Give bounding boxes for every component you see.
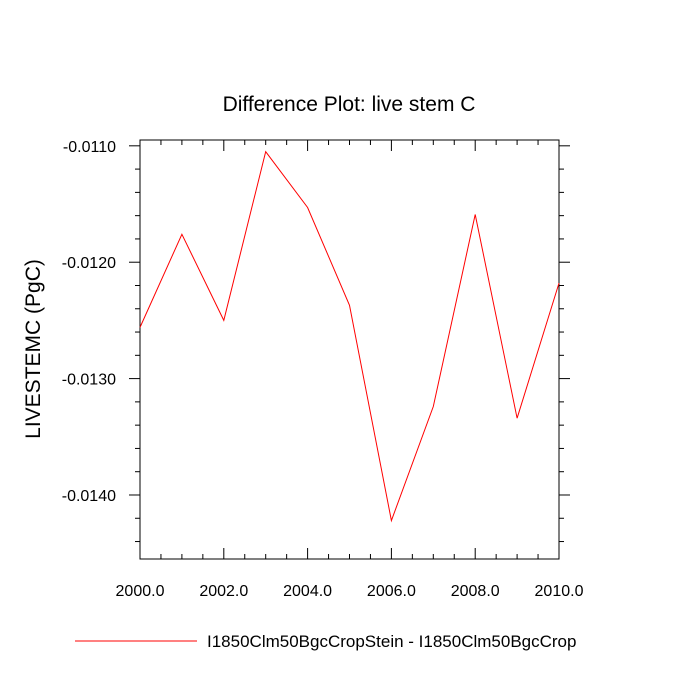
x-tick-label: 2000.0	[116, 583, 165, 600]
y-tick-label: -0.0120	[62, 255, 116, 272]
y-axis: -0.0110 -0.0120 -0.0130 -0.0140	[62, 139, 570, 543]
series-layer	[139, 150, 560, 523]
legend: I1850Clm50BgcCropStein - I1850Clm50BgcCr…	[75, 632, 576, 651]
y-tick-label: -0.0130	[62, 372, 116, 389]
y-tick-label: -0.0110	[63, 139, 116, 156]
x-tick-label: 2004.0	[283, 583, 332, 600]
y-axis-label: LIVESTEMC (PgC)	[22, 259, 45, 439]
plot-frame	[139, 139, 560, 560]
y-tick-label: -0.0140	[62, 488, 116, 505]
x-axis: 2000.0 2002.0 2004.0 2006.0 2008.0 2010.0	[116, 140, 584, 600]
x-tick-label: 2006.0	[367, 583, 416, 600]
series-line	[139, 150, 560, 523]
x-tick-label: 2002.0	[199, 583, 248, 600]
x-tick-label: 2010.0	[535, 583, 584, 600]
legend-label: I1850Clm50BgcCropStein - I1850Clm50BgcCr…	[207, 632, 576, 651]
chart-title: Difference Plot: live stem C	[223, 93, 476, 116]
x-tick-label: 2008.0	[451, 583, 500, 600]
